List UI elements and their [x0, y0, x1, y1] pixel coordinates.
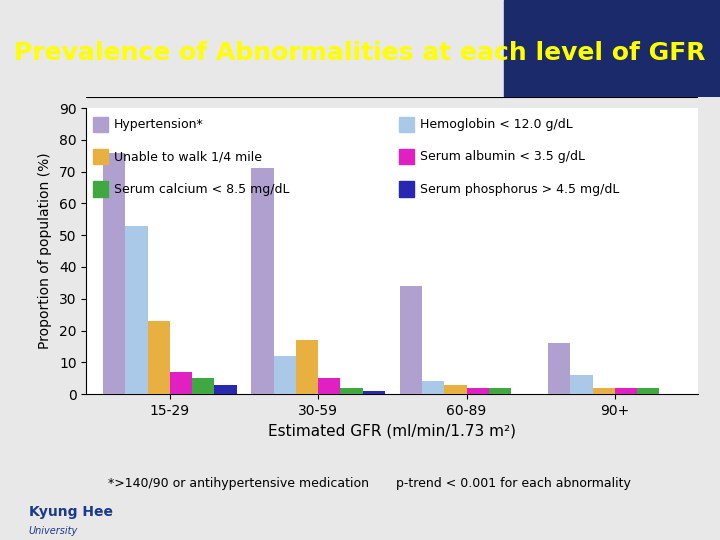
- Bar: [103, 152, 125, 394]
- Bar: [593, 388, 615, 394]
- Bar: [637, 388, 660, 394]
- Bar: [274, 356, 296, 394]
- Text: *>140/90 or antihypertensive medication: *>140/90 or antihypertensive medication: [108, 477, 369, 490]
- Bar: [148, 321, 170, 394]
- Bar: [341, 388, 363, 394]
- Bar: [399, 181, 414, 197]
- Bar: [92, 181, 108, 197]
- Text: Serum albumin < 3.5 g/dL: Serum albumin < 3.5 g/dL: [420, 150, 585, 163]
- Bar: [548, 343, 570, 394]
- Bar: [192, 379, 215, 394]
- Text: Prevalence of Abnormalities at each level of GFR: Prevalence of Abnormalities at each leve…: [14, 42, 706, 65]
- Bar: [170, 372, 192, 394]
- Text: Hypertension*: Hypertension*: [114, 118, 204, 131]
- Bar: [422, 381, 444, 394]
- Bar: [399, 117, 414, 132]
- Bar: [615, 388, 637, 394]
- Bar: [296, 340, 318, 394]
- Bar: [215, 384, 237, 394]
- Bar: [92, 117, 108, 132]
- Bar: [489, 388, 511, 394]
- Bar: [467, 388, 489, 394]
- Bar: [363, 391, 385, 394]
- Bar: [444, 384, 467, 394]
- Text: Hemoglobin < 12.0 g/dL: Hemoglobin < 12.0 g/dL: [420, 118, 572, 131]
- Bar: [125, 226, 148, 394]
- Y-axis label: Proportion of population (%): Proportion of population (%): [38, 153, 52, 349]
- Text: Serum calcium < 8.5 mg/dL: Serum calcium < 8.5 mg/dL: [114, 183, 289, 195]
- Bar: [92, 149, 108, 164]
- Text: Unable to walk 1/4 mile: Unable to walk 1/4 mile: [114, 150, 262, 163]
- Text: Serum phosphorus > 4.5 mg/dL: Serum phosphorus > 4.5 mg/dL: [420, 183, 619, 195]
- Bar: [570, 375, 593, 394]
- Text: Kyung Hee: Kyung Hee: [29, 505, 113, 519]
- Text: University: University: [29, 526, 78, 536]
- Bar: [400, 286, 422, 394]
- X-axis label: Estimated GFR (ml/min/1.73 m²): Estimated GFR (ml/min/1.73 m²): [269, 423, 516, 438]
- Bar: [318, 379, 341, 394]
- Bar: [399, 149, 414, 164]
- Bar: [251, 168, 274, 394]
- Text: p-trend < 0.001 for each abnormality: p-trend < 0.001 for each abnormality: [396, 477, 631, 490]
- Bar: [504, 0, 720, 97]
